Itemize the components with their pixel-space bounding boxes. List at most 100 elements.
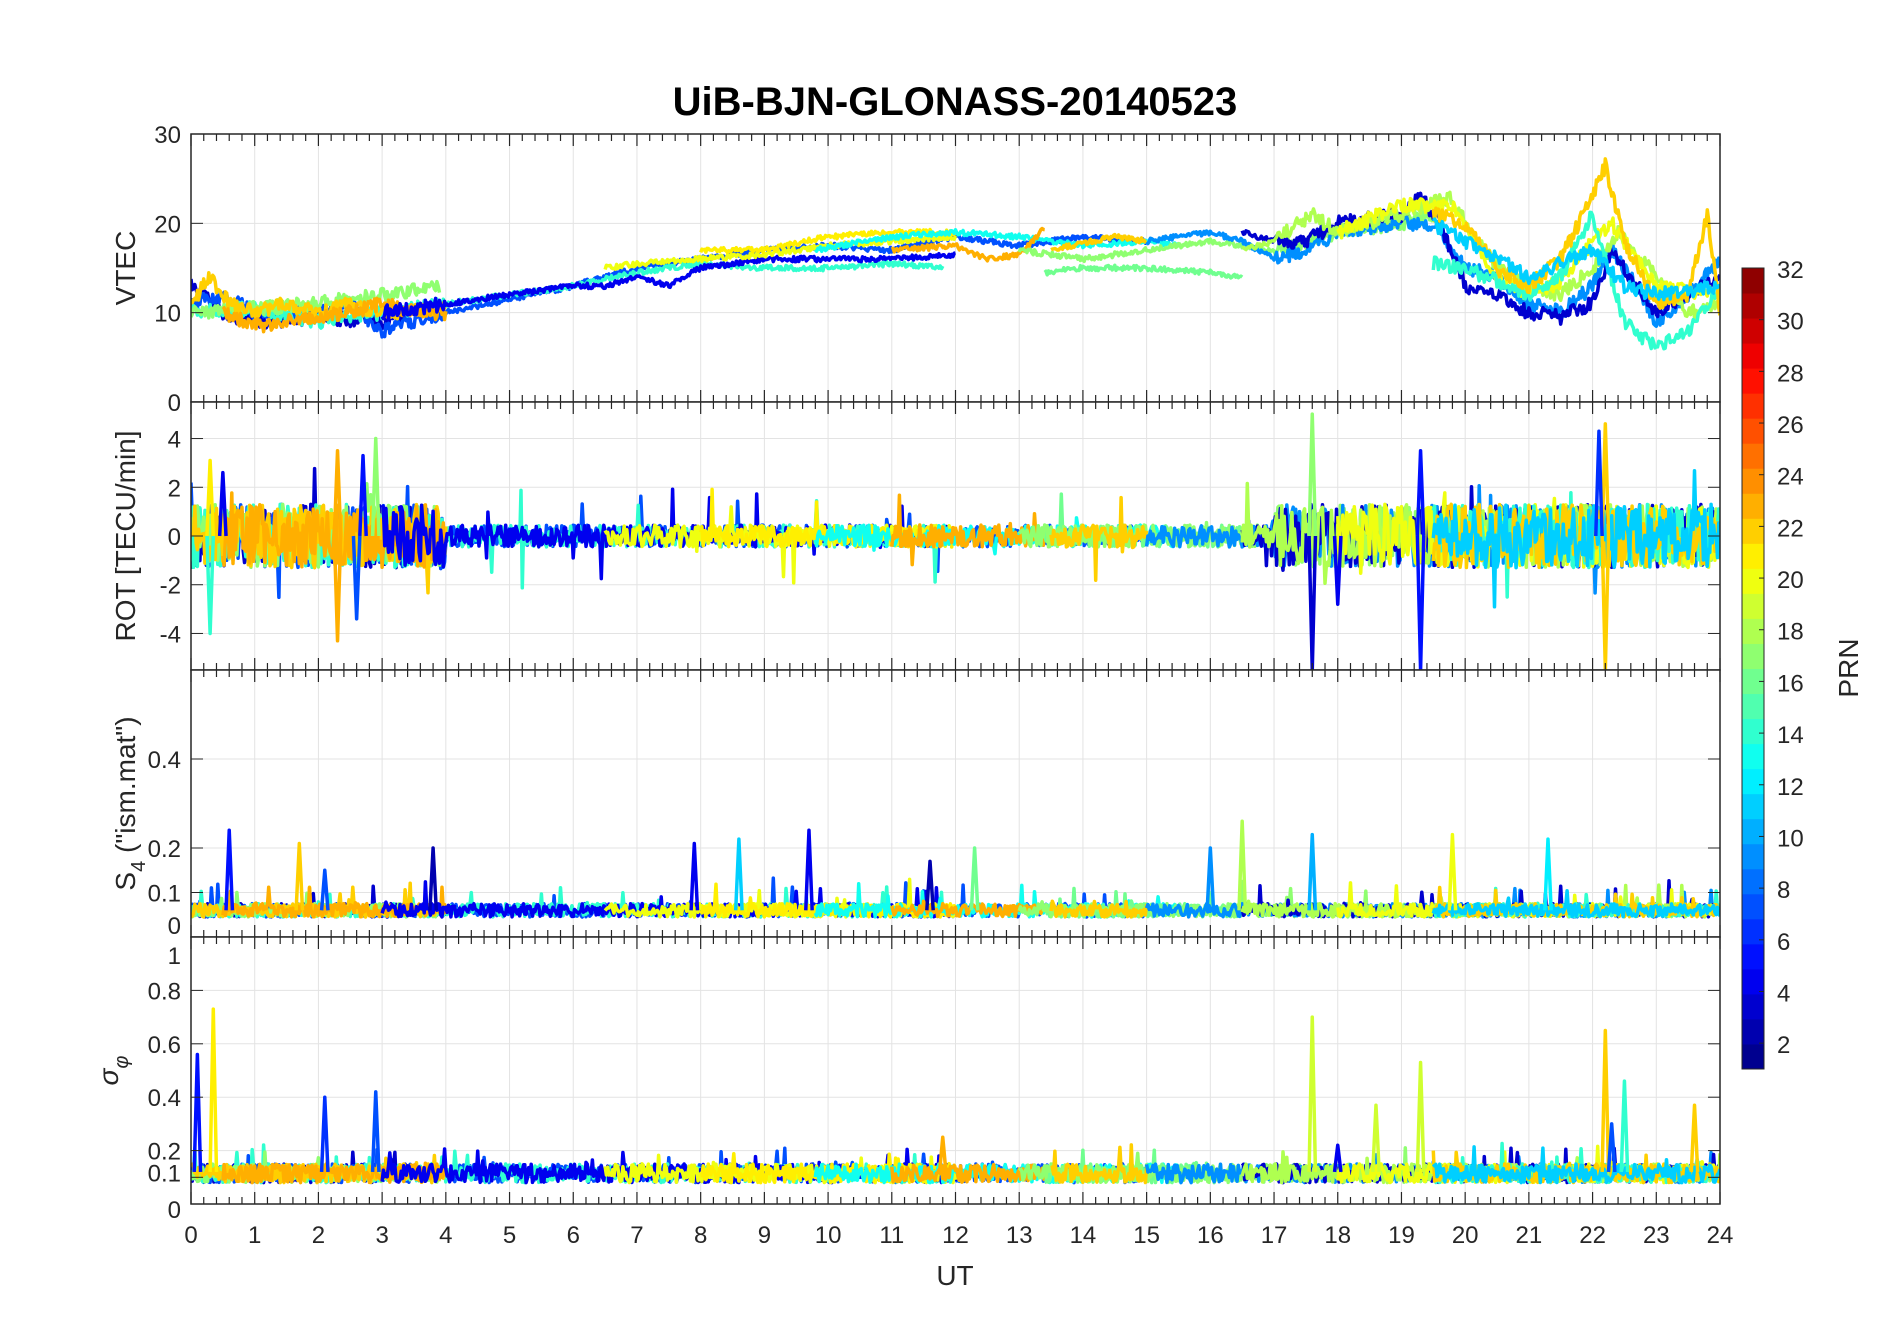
series-line-prn-23 [890,899,1046,919]
series-line-prn-23 [890,226,1046,263]
spike-prn-23 [332,448,343,537]
x-tick-label: 6 [567,1222,580,1249]
x-tick-label: 3 [375,1222,388,1249]
x-tick-label: 7 [630,1222,643,1249]
colorbar-tick-label: 8 [1777,877,1790,904]
colorbar-swatch [1742,1043,1764,1070]
y-tick-label: 0.8 [148,978,181,1005]
x-tick-label: 18 [1324,1222,1351,1249]
y-tick-label: 0 [168,913,181,940]
x-tick-label: 20 [1452,1222,1479,1249]
colorbar-tick-label: 10 [1777,825,1804,852]
colorbar-tick-label: 26 [1777,412,1804,439]
colorbar-swatch [1742,943,1764,970]
x-tick-label: 15 [1133,1222,1160,1249]
colorbar-swatch [1742,343,1764,369]
y-tick-label: 0.6 [148,1032,181,1059]
x-tick-label: 16 [1197,1222,1224,1249]
spike-prn-20 [1447,832,1458,911]
x-tick-label: 8 [694,1222,707,1249]
spike-prn-22 [1689,1103,1700,1173]
spike-prn-14 [1619,1079,1630,1173]
colorbar-tick-label: 14 [1777,722,1804,749]
colorbar-swatch [1742,868,1764,895]
colorbar-swatch [1742,1018,1764,1045]
spike-prn-18 [1237,819,1248,911]
spike-prn-22 [1600,1028,1611,1172]
spike-prn-23 [332,535,343,643]
y-tick-label: 0.4 [148,747,181,774]
y-tick-label: 10 [154,301,181,328]
series-line-prn-11 [1431,1145,1720,1185]
colorbar-swatch [1742,418,1764,444]
series-group [191,157,1720,351]
spike-prn-22 [1600,422,1611,537]
spike-prn-12 [1543,837,1553,911]
x-tick-label: 12 [942,1222,969,1249]
spike-prn-14 [205,535,216,636]
y-tick-label: 0 [168,524,181,551]
series-line-prn-16 [1043,263,1244,280]
y-label-rest: ("ism.mat") [110,716,141,860]
x-tick-label: 1 [248,1222,261,1249]
colorbar-swatch [1742,843,1764,870]
colorbar-swatch [1742,768,1764,795]
y-tick-label: 0.2 [148,836,181,863]
colorbar-swatch [1742,993,1764,1020]
spike-prn-5 [1415,535,1426,670]
series-line-prn-4 [380,251,956,321]
series-line-prn-22 [1050,1143,1149,1185]
spike-prn-7 [370,1090,381,1173]
colorbar-swatch [1742,493,1764,519]
x-tick-label: 19 [1388,1222,1415,1249]
spike-prn-9 [1205,846,1216,911]
panel-s4: 00.10.20.4S4 ("ism.mat") [110,669,1721,940]
x-tick-label: 21 [1516,1222,1543,1249]
spike-prn-4 [217,470,228,537]
chart-title: UiB-BJN-GLONASS-20140523 [673,80,1238,124]
colorbar-swatch [1742,918,1764,945]
colorbar-swatch [1742,468,1764,494]
x-axis-label: UT [936,1260,973,1291]
spike-prn-4 [804,828,814,911]
panel-vtec: 0 10 20 30 VTEC [110,122,1721,417]
series-line-prn-17 [191,279,442,320]
colorbar-swatch [1742,518,1764,544]
spike-prn-4 [689,841,700,911]
colorbar-swatch [1742,368,1764,394]
colorbar-swatch [1742,568,1764,594]
x-tick-label: 4 [439,1222,452,1249]
colorbar-swatch [1742,318,1764,344]
series-line-prn-22 [1049,495,1149,582]
spike-prn-10 [1307,832,1318,911]
x-tick-label: 10 [815,1222,842,1249]
y-axis-label: VTEC [110,231,141,306]
colorbar-swatch [1742,443,1764,469]
colorbar-swatch [1742,393,1764,419]
colorbar-swatch [1742,743,1764,770]
y-tick-label: -2 [160,573,181,600]
colorbar-swatch [1742,643,1764,669]
colorbar-tick-label: 28 [1777,360,1804,387]
x-tick-label: 23 [1643,1222,1670,1249]
y-tick-label: 4 [168,427,181,454]
colorbar-tick-label: 18 [1777,619,1804,646]
panel-sigma: 0 0.10.2 0.4 0.6 0.8 1 σφ [93,936,1721,1224]
x-tick-label: 11 [879,1222,904,1249]
colorbar-label: PRN [1833,638,1864,697]
colorbar-tick-label: 32 [1777,257,1804,284]
x-tick-label: 5 [503,1222,516,1249]
spike-prn-7 [351,535,362,621]
spike-prn-19 [1371,1103,1381,1173]
spike-prn-22 [294,841,305,911]
spike-prn-16 [969,846,980,911]
spike-prn-7 [1606,1122,1617,1173]
spike-prn-22 [1600,535,1611,670]
spike-prn-4 [1332,535,1343,606]
y-tick-label: -4 [160,621,181,648]
colorbar-tick-label: 24 [1777,464,1804,491]
series-line-prn-22 [1050,232,1148,252]
colorbar-tick-label: 12 [1777,774,1804,801]
x-tick-label: 9 [758,1222,771,1249]
spike-prn-7 [319,868,330,911]
